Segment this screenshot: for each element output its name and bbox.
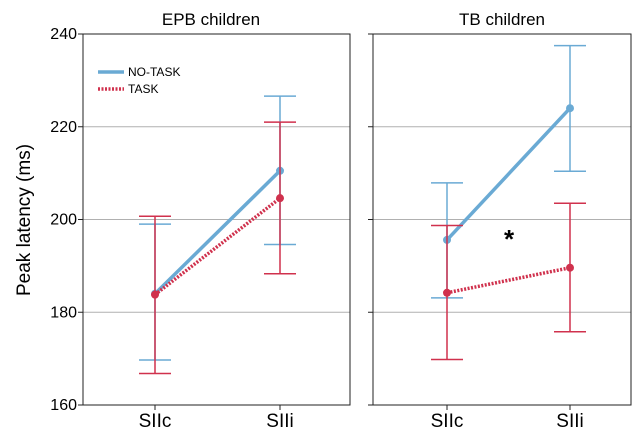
ytick-label-200: 200 <box>50 212 77 229</box>
data-point-tb-task-1 <box>566 263 574 272</box>
legend: NO-TASK TASK <box>98 65 180 96</box>
data-point-tb-task-0 <box>443 288 451 297</box>
panel-epb: EPB children <box>78 10 351 410</box>
y-axis-title: Peak latency (ms) <box>14 144 35 296</box>
ytick-label-160: 160 <box>50 397 77 414</box>
series-line-tb-task <box>446 266 571 295</box>
xtick-label-tb-0: SIIc <box>431 411 464 431</box>
series-line-epb-no-task <box>153 169 282 295</box>
panel-title-tb: TB children <box>459 10 545 29</box>
x-axis-ticks: SIIc SIIi SIIc SIIi <box>139 411 584 431</box>
ytick-label-240: 240 <box>50 26 77 43</box>
significance-marker: * <box>504 224 515 254</box>
data-point-epb-task-0 <box>151 290 159 299</box>
data-point-tb-no-task-1 <box>566 104 574 113</box>
y-axis-title-group: Peak latency (ms) <box>14 144 35 296</box>
data-point-epb-task-1 <box>276 194 284 203</box>
xtick-label-epb-1: SIIi <box>266 411 293 431</box>
legend-label-no-task: NO-TASK <box>128 65 180 79</box>
ytick-label-180: 180 <box>50 304 77 321</box>
y-axis-ticks: 160 180 200 220 240 <box>50 26 77 414</box>
panel-tb-plot-area <box>368 33 632 410</box>
xtick-label-tb-1: SIIi <box>556 411 583 431</box>
legend-label-task: TASK <box>128 82 158 96</box>
panel-epb-plot-area <box>78 33 351 410</box>
ytick-label-220: 220 <box>50 119 77 136</box>
series-line-epb-task <box>153 196 282 297</box>
series-line-tb-no-task <box>445 107 572 242</box>
panel-title-epb: EPB children <box>162 10 260 29</box>
xtick-label-epb-0: SIIc <box>139 411 172 431</box>
panel-tb: TB children <box>368 10 632 410</box>
